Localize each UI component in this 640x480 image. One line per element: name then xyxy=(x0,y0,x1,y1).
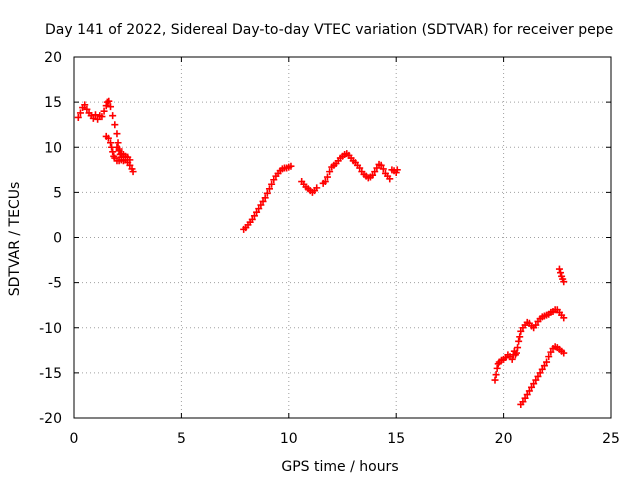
data-point xyxy=(516,333,524,341)
data-point xyxy=(491,376,499,384)
data-point xyxy=(517,327,525,335)
data-point xyxy=(536,369,544,377)
data-point xyxy=(371,168,379,176)
data-point xyxy=(74,113,82,121)
data-point xyxy=(369,171,377,179)
axes: 0 5 10 15 20 25 20 15 10 5 0 -5 -10 -15 -20 xyxy=(39,50,620,447)
y-axis-label: SDTVAR / TECUs xyxy=(7,182,23,297)
data-point xyxy=(102,102,110,110)
y-tick-label: -20 xyxy=(39,411,62,427)
data-point xyxy=(111,121,119,129)
x-tick-label: 0 xyxy=(70,431,79,447)
data-point xyxy=(126,156,134,164)
y-tick-label: -5 xyxy=(48,276,62,292)
data-point xyxy=(109,112,117,120)
data-point xyxy=(540,362,548,370)
data-point xyxy=(514,344,522,352)
data-point xyxy=(515,337,523,345)
x-tick-label: 15 xyxy=(387,431,405,447)
data-point xyxy=(105,97,113,105)
y-tick-label: -10 xyxy=(39,321,62,337)
data-point xyxy=(547,348,555,356)
data-point xyxy=(377,161,385,169)
data-point xyxy=(261,194,269,202)
data-point xyxy=(555,265,563,273)
data-point xyxy=(560,349,568,357)
data-point xyxy=(512,349,520,357)
x-tick-label: 5 xyxy=(177,431,186,447)
data-point xyxy=(532,376,540,384)
data-point xyxy=(543,358,551,366)
data-point xyxy=(386,175,394,183)
data-point xyxy=(263,189,271,197)
y-tick-label: 15 xyxy=(44,95,62,111)
data-point xyxy=(98,113,106,121)
data-point xyxy=(493,364,501,372)
data-point xyxy=(248,215,256,223)
data-point xyxy=(107,103,115,111)
data-point xyxy=(557,269,565,277)
data-point xyxy=(104,134,112,142)
chart-title: Day 141 of 2022, Sidereal Day-to-day VTE… xyxy=(45,22,613,38)
plot-frame xyxy=(73,56,612,419)
data-point xyxy=(323,173,331,181)
data-point xyxy=(560,314,568,322)
data-point xyxy=(287,162,295,170)
data-point xyxy=(94,115,102,123)
data-points xyxy=(74,97,568,408)
data-point xyxy=(113,130,121,138)
data-point xyxy=(109,148,117,156)
data-point xyxy=(114,139,122,147)
data-point xyxy=(379,165,387,173)
grid-lines xyxy=(74,57,611,418)
data-point xyxy=(259,197,267,205)
data-point xyxy=(560,278,568,286)
data-point xyxy=(492,371,500,379)
data-point xyxy=(113,143,121,151)
data-point xyxy=(265,185,273,193)
data-point xyxy=(393,166,401,174)
y-tick-label: 5 xyxy=(53,185,62,201)
data-point xyxy=(321,178,329,186)
data-point xyxy=(107,139,115,147)
data-point xyxy=(250,212,258,220)
x-tick-label: 10 xyxy=(280,431,298,447)
data-point xyxy=(523,391,531,399)
data-point xyxy=(255,205,263,213)
data-point xyxy=(528,383,536,391)
data-point xyxy=(326,168,334,176)
data-point xyxy=(129,168,137,176)
data-point xyxy=(538,365,546,373)
y-tick-label: -15 xyxy=(39,366,62,382)
x-tick-label: 20 xyxy=(495,431,513,447)
y-tick-label: 0 xyxy=(53,231,62,247)
data-point xyxy=(373,164,381,172)
data-point xyxy=(268,180,276,188)
data-point xyxy=(521,394,529,402)
data-point xyxy=(356,164,364,172)
data-point xyxy=(532,321,540,329)
x-axis-label: GPS time / hours xyxy=(281,459,398,475)
data-point xyxy=(103,98,111,106)
data-point xyxy=(100,107,108,115)
data-point xyxy=(519,398,527,406)
data-point xyxy=(81,101,89,109)
data-point xyxy=(253,208,261,216)
data-point xyxy=(257,201,265,209)
data-point xyxy=(91,111,99,119)
x-tick-label: 25 xyxy=(602,431,620,447)
data-point xyxy=(83,105,91,113)
data-point xyxy=(89,114,97,122)
data-point xyxy=(534,372,542,380)
data-point xyxy=(270,176,278,184)
data-point xyxy=(525,387,533,395)
data-point xyxy=(76,109,84,117)
data-point xyxy=(313,184,321,192)
y-tick-label: 20 xyxy=(44,50,62,66)
data-point xyxy=(530,380,538,388)
y-tick-label: 10 xyxy=(44,140,62,156)
data-point xyxy=(545,353,553,361)
data-point xyxy=(508,355,516,363)
